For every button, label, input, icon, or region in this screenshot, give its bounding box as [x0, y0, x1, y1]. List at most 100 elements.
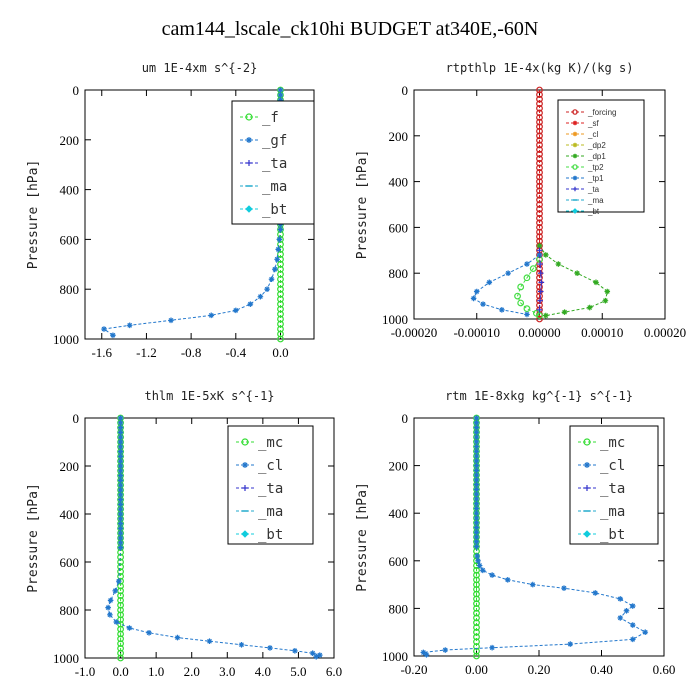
data-point	[536, 146, 543, 153]
data-point	[117, 420, 124, 426]
data-point	[473, 600, 480, 608]
data-point	[117, 520, 124, 527]
data-point	[536, 178, 543, 186]
legend-label: _bt	[600, 527, 625, 543]
data-point	[517, 299, 525, 307]
data-point	[117, 544, 124, 551]
data-point	[473, 595, 480, 603]
data-point	[473, 429, 480, 436]
data-point	[117, 597, 124, 604]
legend-label: _gf	[262, 133, 287, 149]
chart-panel-2: rtpthlp 1E-4x(kg K)/(kg s) Pressure [hPa]…	[355, 61, 686, 340]
y-tick-label: 1000	[53, 651, 79, 666]
data-point	[473, 434, 480, 440]
legend-label: _ma	[587, 196, 604, 205]
legend-box	[227, 425, 314, 545]
chart-panel-1: um 1E-4xm s^{-2} Pressure [hPa] 0 200 400 600…	[26, 61, 315, 360]
data-point	[117, 649, 124, 657]
data-point	[473, 288, 480, 295]
x-tick-label: 0.00010	[581, 325, 623, 340]
x-tick-label: 0.00000	[518, 325, 560, 340]
data-point	[536, 136, 543, 144]
data-point	[208, 312, 215, 319]
data-point	[101, 326, 107, 332]
legend-item: _cl	[236, 458, 283, 474]
legend-label: _bt	[262, 202, 287, 218]
y-tick-label: 600	[389, 554, 409, 569]
panel-title: thlm 1E-5xK s^{-1}	[144, 389, 274, 403]
legend-item: _forcing	[566, 108, 616, 117]
data-point	[536, 292, 543, 300]
legend-label: _mc	[600, 435, 625, 451]
data-point	[473, 566, 480, 574]
data-point	[117, 487, 124, 493]
data-point	[117, 635, 124, 643]
data-point	[536, 118, 543, 126]
data-point	[536, 233, 543, 240]
data-point	[536, 173, 543, 181]
series-line	[539, 245, 608, 317]
data-point	[233, 307, 239, 314]
data-point	[473, 467, 480, 474]
data-point	[117, 501, 124, 508]
data-point	[514, 292, 521, 300]
data-point	[107, 612, 113, 618]
y-tick-label: 800	[60, 603, 80, 618]
data-point	[112, 588, 119, 594]
y-tick-label: 0	[73, 83, 80, 98]
data-point	[473, 486, 480, 493]
data-point	[473, 519, 480, 526]
data-point	[536, 141, 543, 149]
data-point	[277, 305, 284, 313]
data-point	[536, 252, 543, 258]
data-point	[309, 650, 316, 656]
data-point	[523, 274, 531, 282]
data-point	[473, 472, 480, 478]
data-point	[473, 605, 480, 612]
legend-label: _bt	[258, 527, 283, 543]
data-point	[536, 214, 543, 222]
data-point	[536, 219, 543, 227]
data-point	[536, 91, 543, 98]
data-point	[473, 424, 480, 431]
data-point	[523, 305, 531, 313]
data-point	[272, 266, 278, 273]
legend-label: _ta	[587, 185, 600, 194]
data-point	[277, 290, 284, 298]
legend-label: _sf	[587, 119, 599, 128]
legend: _mc _cl _ta _ma _bt	[227, 425, 314, 545]
series-ta	[536, 247, 545, 313]
legend-item: _bt	[578, 527, 625, 543]
x-tick-label: 0.60	[653, 662, 676, 677]
data-point	[117, 611, 124, 619]
data-point	[536, 283, 543, 291]
data-point	[473, 415, 480, 421]
data-point	[117, 429, 124, 436]
y-tick-label: 400	[389, 175, 409, 190]
data-point	[277, 97, 284, 103]
data-point	[117, 654, 124, 662]
data-point	[536, 223, 543, 231]
data-point	[536, 274, 543, 282]
data-point	[117, 640, 124, 647]
data-point	[617, 596, 624, 602]
data-point	[486, 279, 493, 286]
legend-label: _forcing	[587, 108, 616, 117]
data-point	[476, 562, 483, 569]
data-point	[593, 279, 599, 286]
legend-label: _ta	[262, 156, 287, 172]
data-point	[536, 86, 543, 94]
data-point	[536, 114, 543, 121]
data-point	[473, 585, 480, 593]
data-point	[277, 315, 284, 323]
data-point	[146, 630, 152, 636]
data-point	[107, 597, 114, 604]
data-point	[536, 100, 543, 108]
x-tick-label: -0.4	[226, 345, 247, 360]
legend-item: _ma	[566, 196, 604, 205]
data-point	[174, 634, 181, 641]
data-point	[117, 506, 124, 512]
data-point	[267, 645, 273, 651]
legend-label: _ma	[600, 504, 625, 520]
data-point	[117, 630, 124, 638]
